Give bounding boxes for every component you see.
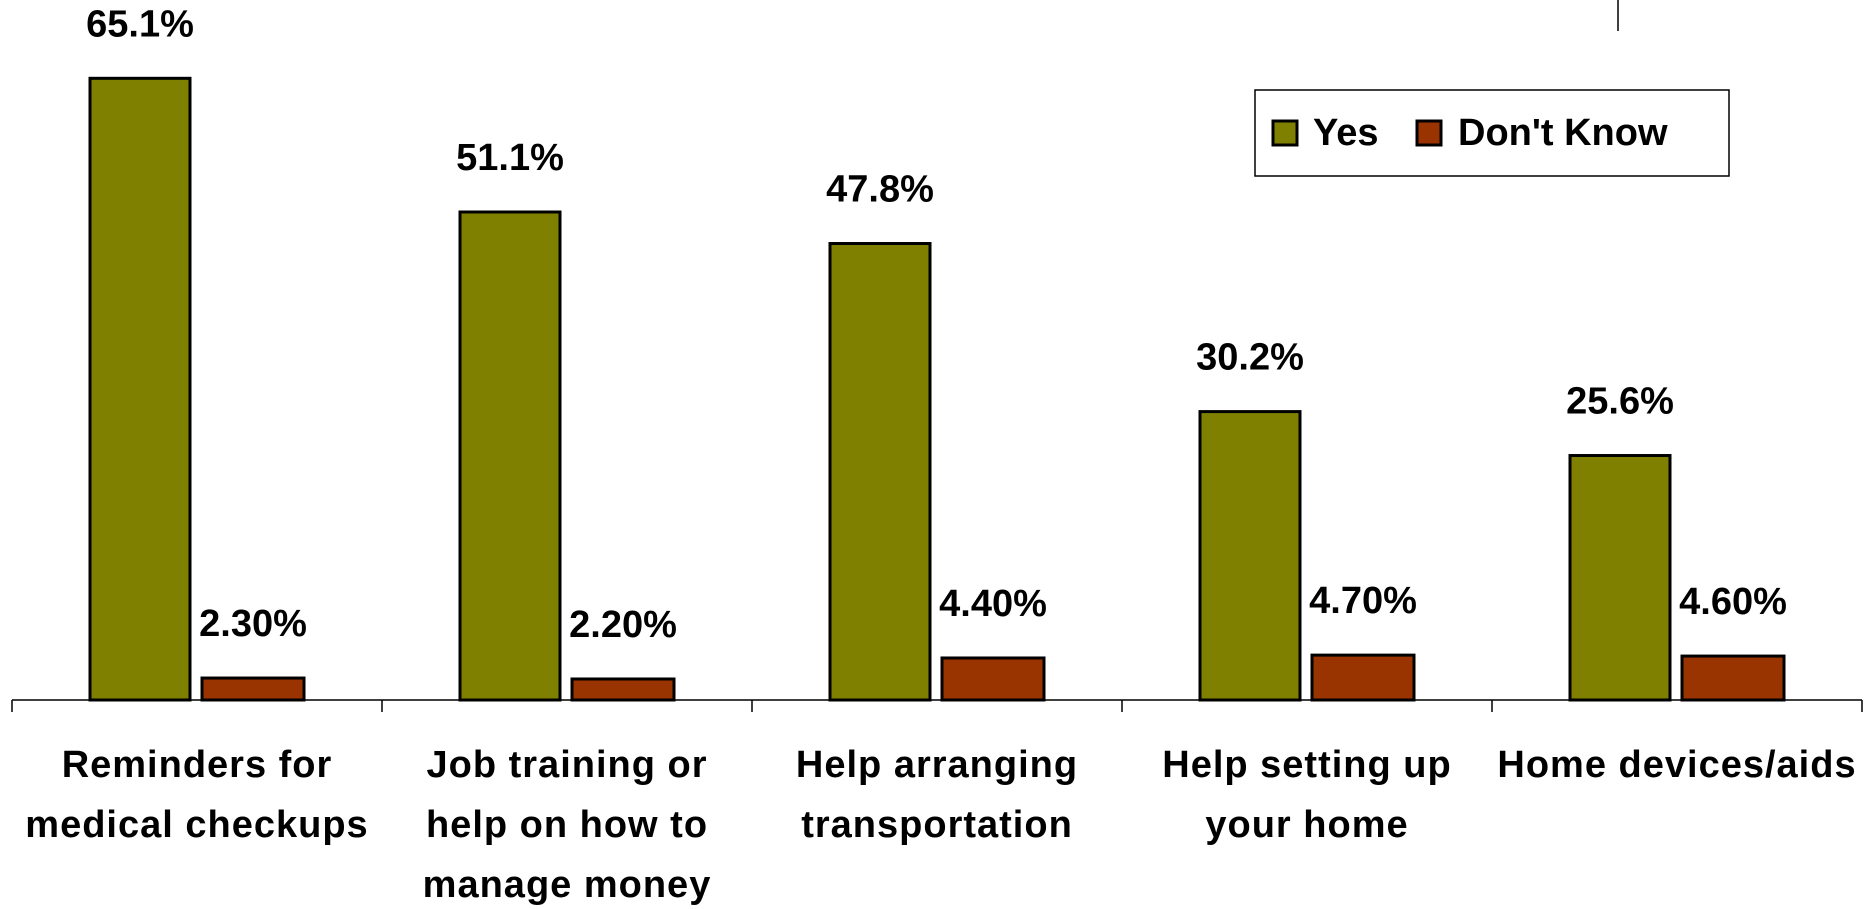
x-tick-label: Help setting up your home xyxy=(1162,744,1452,846)
data-label: 65.1% xyxy=(86,3,194,45)
bar xyxy=(1310,653,1416,702)
x-tick-label: Help arranging transportation xyxy=(795,744,1079,846)
data-label: 25.6% xyxy=(1566,381,1674,423)
legend-box xyxy=(1254,89,1730,177)
bar xyxy=(1680,654,1786,702)
x-tick-label: Home devices/aids xyxy=(1497,744,1857,786)
bar xyxy=(200,676,306,702)
data-label: 30.2% xyxy=(1196,337,1304,379)
bar xyxy=(88,76,192,702)
data-label: 51.1% xyxy=(456,137,564,179)
data-label: 4.40% xyxy=(939,583,1047,625)
bar xyxy=(1568,454,1672,702)
bar xyxy=(940,656,1046,702)
x-tick-label: Job training or help on how to manage mo… xyxy=(422,744,712,906)
bar xyxy=(828,242,932,702)
bar xyxy=(1198,410,1302,702)
legend-swatch xyxy=(1271,119,1299,147)
data-label: 4.70% xyxy=(1309,580,1417,622)
bar xyxy=(458,210,562,702)
bar xyxy=(570,677,676,702)
legend-label: Don't Know xyxy=(1458,112,1668,154)
x-tick-label: Reminders for medical checkups xyxy=(25,744,369,846)
data-label: 2.20% xyxy=(569,604,677,646)
data-label: 2.30% xyxy=(199,603,307,645)
data-label: 4.60% xyxy=(1679,581,1787,623)
data-label: 47.8% xyxy=(826,169,934,211)
legend-swatch xyxy=(1415,119,1443,147)
legend-label: Yes xyxy=(1313,112,1379,154)
